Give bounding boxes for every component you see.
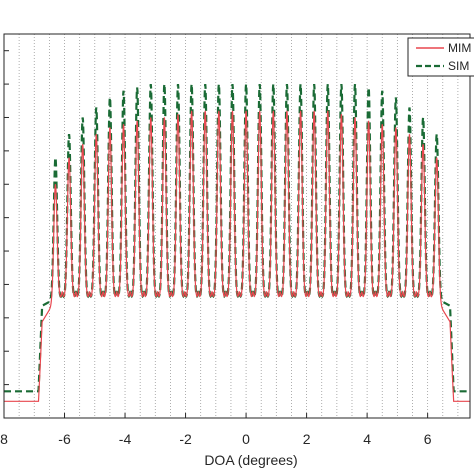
x-ticks: 8 -6 -4 -2 0 2 4 6	[0, 413, 432, 447]
series-line-mim	[4, 110, 470, 402]
x-tick-label: 6	[424, 431, 432, 447]
legend-label-mim: MIM	[448, 41, 471, 55]
x-tick-label: -6	[58, 431, 71, 447]
x-axis-title: DOA (degrees)	[204, 452, 297, 468]
legend-box	[407, 37, 474, 77]
legend: MIM SIM	[407, 37, 474, 77]
series-lines	[4, 83, 470, 402]
y-ticks	[4, 50, 9, 386]
x-tick-label: -4	[119, 431, 132, 447]
x-tick-label: 2	[303, 431, 311, 447]
plot-frame	[3, 33, 471, 419]
x-tick-label: 0	[242, 431, 250, 447]
x-tick-label: -2	[179, 431, 192, 447]
x-tick-label: 8	[0, 431, 8, 447]
x-tick-label: 4	[363, 431, 371, 447]
legend-label-sim: SIM	[448, 59, 469, 73]
